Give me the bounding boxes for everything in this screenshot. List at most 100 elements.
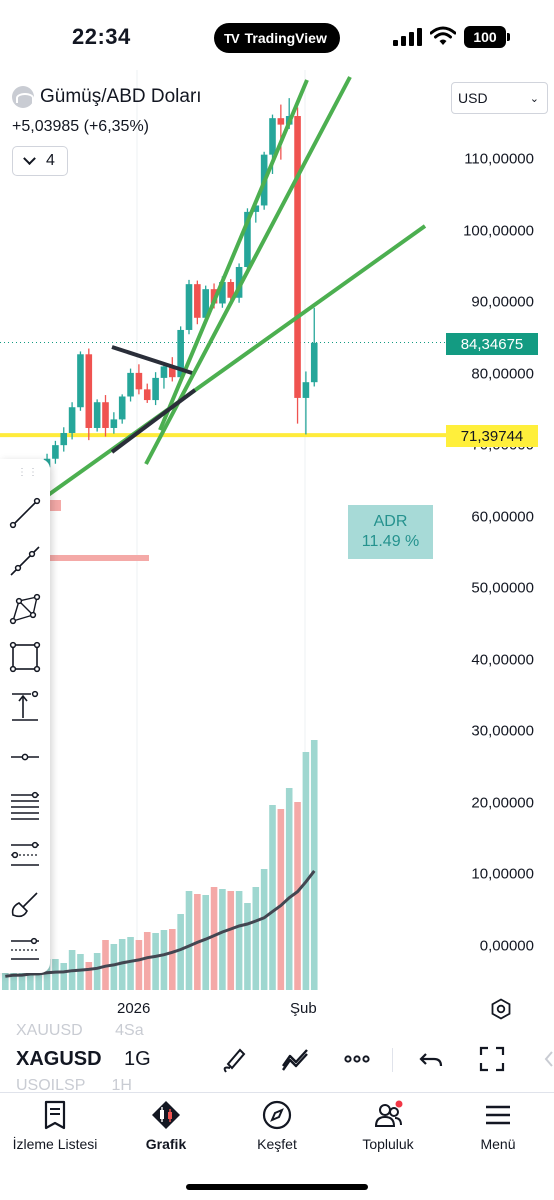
drawing-pen-icon[interactable] xyxy=(220,1044,250,1074)
volume-bar xyxy=(27,963,34,990)
tab-label: Keşfet xyxy=(257,1136,297,1152)
currency-select[interactable]: USD ⌄ xyxy=(451,82,548,114)
volume-bar xyxy=(43,959,51,990)
triangle-line xyxy=(110,388,197,454)
symbol-header[interactable]: Gümüş/ABD Doları xyxy=(12,86,202,108)
parallel-channel-tool-icon[interactable] xyxy=(7,837,43,873)
indicators-toggle-button[interactable]: 4 xyxy=(12,146,68,176)
candle-body xyxy=(68,407,76,433)
candle-body xyxy=(143,389,151,401)
horizontal-ray-tool-icon[interactable] xyxy=(7,739,43,775)
drag-handle-icon[interactable]: ⋮⋮ xyxy=(17,467,39,478)
candle-body xyxy=(235,266,243,298)
ray-tool-icon[interactable] xyxy=(7,543,43,579)
volume-bar xyxy=(85,962,93,990)
adr-indicator: ADR 11.49 % xyxy=(348,505,433,559)
candle-body xyxy=(269,118,276,155)
indicators-icon[interactable] xyxy=(280,1044,310,1074)
chevron-left-icon[interactable] xyxy=(536,1044,554,1074)
price-axis-label: 0,00000 xyxy=(479,937,534,955)
candle-body xyxy=(118,396,126,420)
volume-bar xyxy=(302,752,310,990)
candle-body xyxy=(93,402,101,428)
volume-bar xyxy=(202,895,209,990)
rectangle-tool-icon[interactable] xyxy=(7,639,43,675)
pitchfork-tool-icon[interactable] xyxy=(7,591,43,627)
volume-bar xyxy=(135,940,143,990)
candlestick-icon xyxy=(152,1101,180,1129)
price-axis-label: 40,00000 xyxy=(471,651,534,669)
symbol-search-button[interactable]: XAGUSD xyxy=(16,1048,102,1070)
price-range-tool-icon[interactable] xyxy=(7,689,43,725)
adr-label: ADR xyxy=(373,513,408,530)
volume-bar xyxy=(152,933,159,990)
undo-icon[interactable] xyxy=(416,1044,446,1074)
tab-menu[interactable]: Menü xyxy=(443,1100,553,1162)
fullscreen-icon[interactable] xyxy=(477,1044,507,1074)
tab-explore[interactable]: Keşfet xyxy=(222,1100,332,1162)
price-axis-label: 10,00000 xyxy=(471,865,534,883)
volume-bar xyxy=(93,953,101,990)
ghost-symbol-2: USOILSP xyxy=(16,1077,86,1094)
volume-bar xyxy=(244,903,251,990)
battery-icon: 100 xyxy=(464,26,510,48)
tradingview-logo-icon: TV xyxy=(224,30,240,46)
ghost-interval-2: 1H xyxy=(111,1077,132,1094)
tab-community[interactable]: Topluluk xyxy=(333,1100,443,1162)
current-price-tag: 84,34675 xyxy=(446,333,538,355)
volume-bar xyxy=(169,929,176,990)
home-indicator xyxy=(186,1184,368,1190)
candle-body xyxy=(152,377,159,401)
horizontal-line-price-tag[interactable]: 71,39744 xyxy=(446,425,538,447)
volume-bar xyxy=(127,937,134,990)
interval-button[interactable]: 1G xyxy=(124,1048,151,1070)
recent-symbol-ghost: USOILSP 1H xyxy=(16,1077,132,1095)
price-axis-label: 100,00000 xyxy=(463,222,534,239)
volume-bar xyxy=(210,887,218,990)
trend-line-tool-icon[interactable] xyxy=(7,495,43,531)
volume-bar xyxy=(235,891,243,990)
price-chart[interactable] xyxy=(0,70,554,1030)
more-icon[interactable] xyxy=(342,1044,372,1074)
brush-tool-icon[interactable] xyxy=(7,887,43,923)
status-time: 22:34 xyxy=(72,24,131,49)
candle-body xyxy=(110,419,118,428)
candle-body xyxy=(127,372,134,397)
candle-body xyxy=(177,329,184,378)
x-axis-label-feb: Şub xyxy=(290,1000,317,1017)
long-position-tool-icon[interactable] xyxy=(7,933,43,969)
candle-body xyxy=(160,366,168,378)
price-axis-label: 110,00000 xyxy=(464,150,534,168)
volume-bar xyxy=(310,740,318,990)
candle-body xyxy=(202,289,209,318)
chart-settings-icon[interactable] xyxy=(490,998,512,1020)
tab-watchlist[interactable]: İzleme Listesi xyxy=(0,1100,110,1162)
tab-chart[interactable]: Grafik xyxy=(111,1100,221,1162)
volume-bar xyxy=(2,971,9,990)
volume-bar xyxy=(260,869,268,990)
tab-label: Menü xyxy=(480,1136,516,1152)
hamburger-menu-icon xyxy=(486,1105,510,1125)
x-axis-label-2026: 2026 xyxy=(117,1000,151,1017)
tab-label: İzleme Listesi xyxy=(12,1136,98,1152)
volume-bar xyxy=(52,959,59,990)
price-axis-label: 80,00000 xyxy=(471,365,534,383)
volume-bar xyxy=(269,805,276,990)
volume-bar xyxy=(35,967,42,990)
drawing-toolbar: ⋮⋮ xyxy=(0,459,50,973)
ghost-symbol-1: XAUUSD xyxy=(16,1022,83,1039)
volume-bar xyxy=(143,932,151,990)
ghost-interval-1: 4Sa xyxy=(115,1022,144,1039)
volume-bar xyxy=(219,889,226,990)
candle-body xyxy=(77,354,84,408)
candle-body xyxy=(194,284,201,318)
price-axis-label: 30,00000 xyxy=(471,722,534,740)
compass-icon xyxy=(262,1100,292,1130)
volume-bar xyxy=(252,887,260,990)
price-axis-label: 60,00000 xyxy=(471,508,534,526)
tab-label: Topluluk xyxy=(362,1136,414,1152)
adr-value: 11.49 % xyxy=(361,533,420,550)
volume-bar xyxy=(285,788,293,990)
fib-retracement-tool-icon[interactable] xyxy=(7,787,43,823)
volume-bar xyxy=(177,914,184,990)
